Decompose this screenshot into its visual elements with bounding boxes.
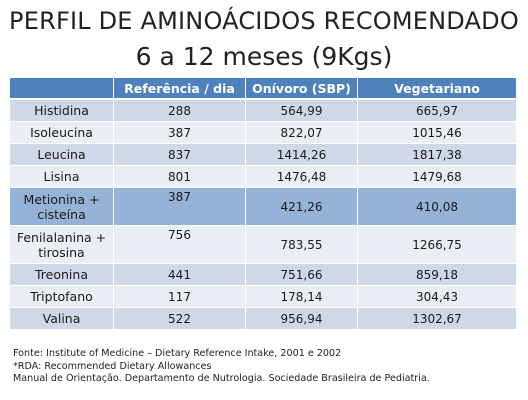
row-name: Fenilalanina + tirosina <box>9 225 114 264</box>
row-reference: 522 <box>113 307 246 330</box>
table-row: Treonina 441 751,66 859,18 <box>9 263 517 286</box>
footnote-rda: *RDA: Recommended Dietary Allowances <box>13 360 212 372</box>
row-vegetariano: 1266,75 <box>357 225 517 264</box>
row-onivoro: 751,66 <box>245 263 358 286</box>
table-header-row: Referência / dia Onívoro (SBP) Vegetaria… <box>9 77 517 100</box>
row-reference: 387 <box>113 121 246 144</box>
row-onivoro: 822,07 <box>245 121 358 144</box>
row-vegetariano: 859,18 <box>357 263 517 286</box>
row-onivoro: 956,94 <box>245 307 358 330</box>
row-onivoro: 1476,48 <box>245 165 358 188</box>
row-name: Valina <box>9 307 114 330</box>
row-vegetariano: 1302,67 <box>357 307 517 330</box>
row-name: Metionina + cisteína <box>9 187 114 226</box>
row-reference: 837 <box>113 143 246 166</box>
row-vegetariano: 1479,68 <box>357 165 517 188</box>
row-name: Isoleucina <box>9 121 114 144</box>
amino-acid-table: Referência / dia Onívoro (SBP) Vegetaria… <box>9 77 517 330</box>
row-name: Leucina <box>9 143 114 166</box>
row-onivoro: 421,26 <box>245 187 358 226</box>
table-row: Lisina 801 1476,48 1479,68 <box>9 165 517 188</box>
table-row: Triptofano 117 178,14 304,43 <box>9 285 517 308</box>
table-row: Fenilalanina + tirosina 756 783,55 1266,… <box>9 225 517 264</box>
row-onivoro: 178,14 <box>245 285 358 308</box>
footnote-manual: Manual de Orientação. Departamento de Nu… <box>13 373 430 385</box>
row-reference: 387 <box>113 187 246 226</box>
row-name: Histidina <box>9 98 114 122</box>
footnotes: Fonte: Institute of Medicine – Dietary R… <box>13 348 430 386</box>
row-vegetariano: 1817,38 <box>357 143 517 166</box>
row-reference: 801 <box>113 165 246 188</box>
header-cell-onivoro: Onívoro (SBP) <box>245 77 358 100</box>
row-reference: 288 <box>113 98 246 122</box>
footnote-source: Fonte: Institute of Medicine – Dietary R… <box>13 348 342 359</box>
row-vegetariano: 410,08 <box>357 187 517 226</box>
row-reference: 117 <box>113 285 246 308</box>
header-cell-name <box>9 77 114 100</box>
row-name: Treonina <box>9 263 114 286</box>
slide-subtitle: 6 a 12 meses (9Kgs) <box>135 42 393 71</box>
row-onivoro: 564,99 <box>245 98 358 122</box>
row-name: Lisina <box>9 165 114 188</box>
row-reference: 756 <box>113 225 246 264</box>
table-row: Valina 522 956,94 1302,67 <box>9 307 517 330</box>
header-cell-vegetariano: Vegetariano <box>357 77 517 100</box>
table-row: Leucina 837 1414,26 1817,38 <box>9 143 517 166</box>
row-name: Triptofano <box>9 285 114 308</box>
row-onivoro: 783,55 <box>245 225 358 264</box>
header-cell-reference: Referência / dia <box>113 77 246 100</box>
table-row: Histidina 288 564,99 665,97 <box>9 98 517 122</box>
row-vegetariano: 1015,46 <box>357 121 517 144</box>
row-onivoro: 1414,26 <box>245 143 358 166</box>
table-row: Metionina + cisteína 387 421,26 410,08 <box>9 187 517 226</box>
table-row: Isoleucina 387 822,07 1015,46 <box>9 121 517 144</box>
row-reference: 441 <box>113 263 246 286</box>
row-vegetariano: 304,43 <box>357 285 517 308</box>
row-vegetariano: 665,97 <box>357 98 517 122</box>
slide-title: PERFIL DE AMINOÁCIDOS RECOMENDADO <box>9 7 519 35</box>
